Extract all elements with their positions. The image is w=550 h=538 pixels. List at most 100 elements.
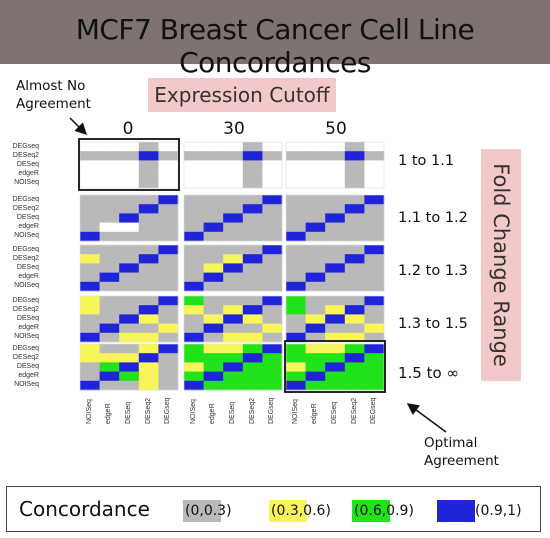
heatmap-cell [99,160,120,170]
heatmap-cell [184,231,204,242]
heatmap-cell [138,353,159,363]
heatmap-cell [286,380,306,391]
heatmap-cell [286,142,306,152]
heatmap-cell [138,204,159,214]
heatmap-cell [138,314,159,324]
heatmap-cell [344,371,365,382]
heatmap-cell [305,204,326,214]
legend-swatch [352,500,390,522]
heatmap-cell [286,245,306,255]
legend-swatch [183,500,221,522]
heatmap-cell [262,151,283,161]
heatmap-cell [364,222,385,233]
heatmap-cell [364,169,385,180]
heatmap-cell [99,332,120,343]
column-method-label: DESeq2 [248,397,256,424]
row-method-label: NOISeq [14,232,39,240]
row-method-label: DEGseq [12,245,39,253]
heatmap-cell [344,195,365,205]
heatmap-cell [364,213,385,223]
heatmap-cell [223,380,244,391]
heatmap-cell [99,272,120,283]
heatmap-cell [305,272,326,283]
heatmap-cell [203,371,224,382]
column-method-label: DEGseq [268,397,276,424]
heatmap-cell [99,314,120,324]
legend-label: (0.6,0.9) [354,503,414,519]
heatmap-cell [325,204,346,214]
heatmap-cell [184,305,204,315]
heatmap-cell [286,263,306,273]
heatmap-cell [344,296,365,306]
heatmap-cell [119,142,140,152]
heatmap-cell [286,272,306,283]
heatmap-cell [286,353,306,363]
heatmap-cell [80,344,100,354]
heatmap-cell [325,332,346,343]
heatmap-cell [203,231,224,242]
heatmap-cell [80,305,100,315]
heatmap-cell [80,204,100,214]
heatmap-cell [305,151,326,161]
heatmap-cell [262,169,283,180]
heatmap-cell [203,254,224,264]
heatmap-cell [262,296,283,306]
row-method-label: DEGseq [12,296,39,304]
heatmap-cell [242,160,263,170]
heatmap-cell [305,178,326,189]
heatmap-cell [138,195,159,205]
heatmap-cell [364,195,385,205]
column-method-label: edgeR [105,403,113,424]
heatmap-cell [223,362,244,372]
heatmap-cell [344,245,365,255]
heatmap-cell [158,195,179,205]
heatmap-cell [242,272,263,283]
heatmap-cell [80,362,100,372]
heatmap-cell [344,323,365,334]
heatmap-cell [80,160,100,170]
heatmap-cell [99,254,120,264]
heatmap-cell [286,178,306,189]
heatmap-cell [138,178,159,189]
heatmap-cell [262,231,283,242]
heatmap-cell [364,245,385,255]
heatmap-cell [325,231,346,242]
heatmap-cell [223,371,244,382]
heatmap-cell [262,353,283,363]
fold-change-label-1: 1 to 1.1 [398,153,455,169]
row-method-label: DESeq2 [12,254,39,262]
heatmap-cell [99,222,120,233]
legend: Concordance (0,0.3) (0.3,0.6) (0.6,0.9) (0.… [6,486,541,532]
heatmap-cell [223,281,244,292]
heatmap-cell [286,160,306,170]
heatmap-cell [184,314,204,324]
row-method-label: DEGseq [12,195,39,203]
fold-change-label-4: 1.3 to 1.5 [398,316,468,332]
heatmap-cell [223,160,244,170]
heatmap-cell [158,296,179,306]
heatmap-cell [242,305,263,315]
heatmap-cell [99,169,120,180]
arrow-optimal-agreement [406,403,447,433]
heatmap-cell [203,160,224,170]
heatmap-cell [242,213,263,223]
row-method-label: DEGseq [12,142,39,150]
heatmap-cell [364,305,385,315]
heatmap-cell [99,178,120,189]
heatmap-cell [138,272,159,283]
heatmap-cell [242,195,263,205]
heatmap-cell [262,332,283,343]
heatmap-cell [325,245,346,255]
heatmap-cell [158,314,179,324]
heatmap-cell [80,142,100,152]
column-method-label: NOISeq [291,399,299,424]
column-method-label: DESeq [229,401,236,424]
row-method-label: NOISeq [14,282,39,290]
heatmap-cell [80,169,100,180]
heatmap-cell [364,204,385,214]
heatmap-cell [203,362,224,372]
heatmap-cell [158,344,179,354]
heatmap-cell [364,353,385,363]
heatmap-cell [203,380,224,391]
heatmap-cell [223,169,244,180]
